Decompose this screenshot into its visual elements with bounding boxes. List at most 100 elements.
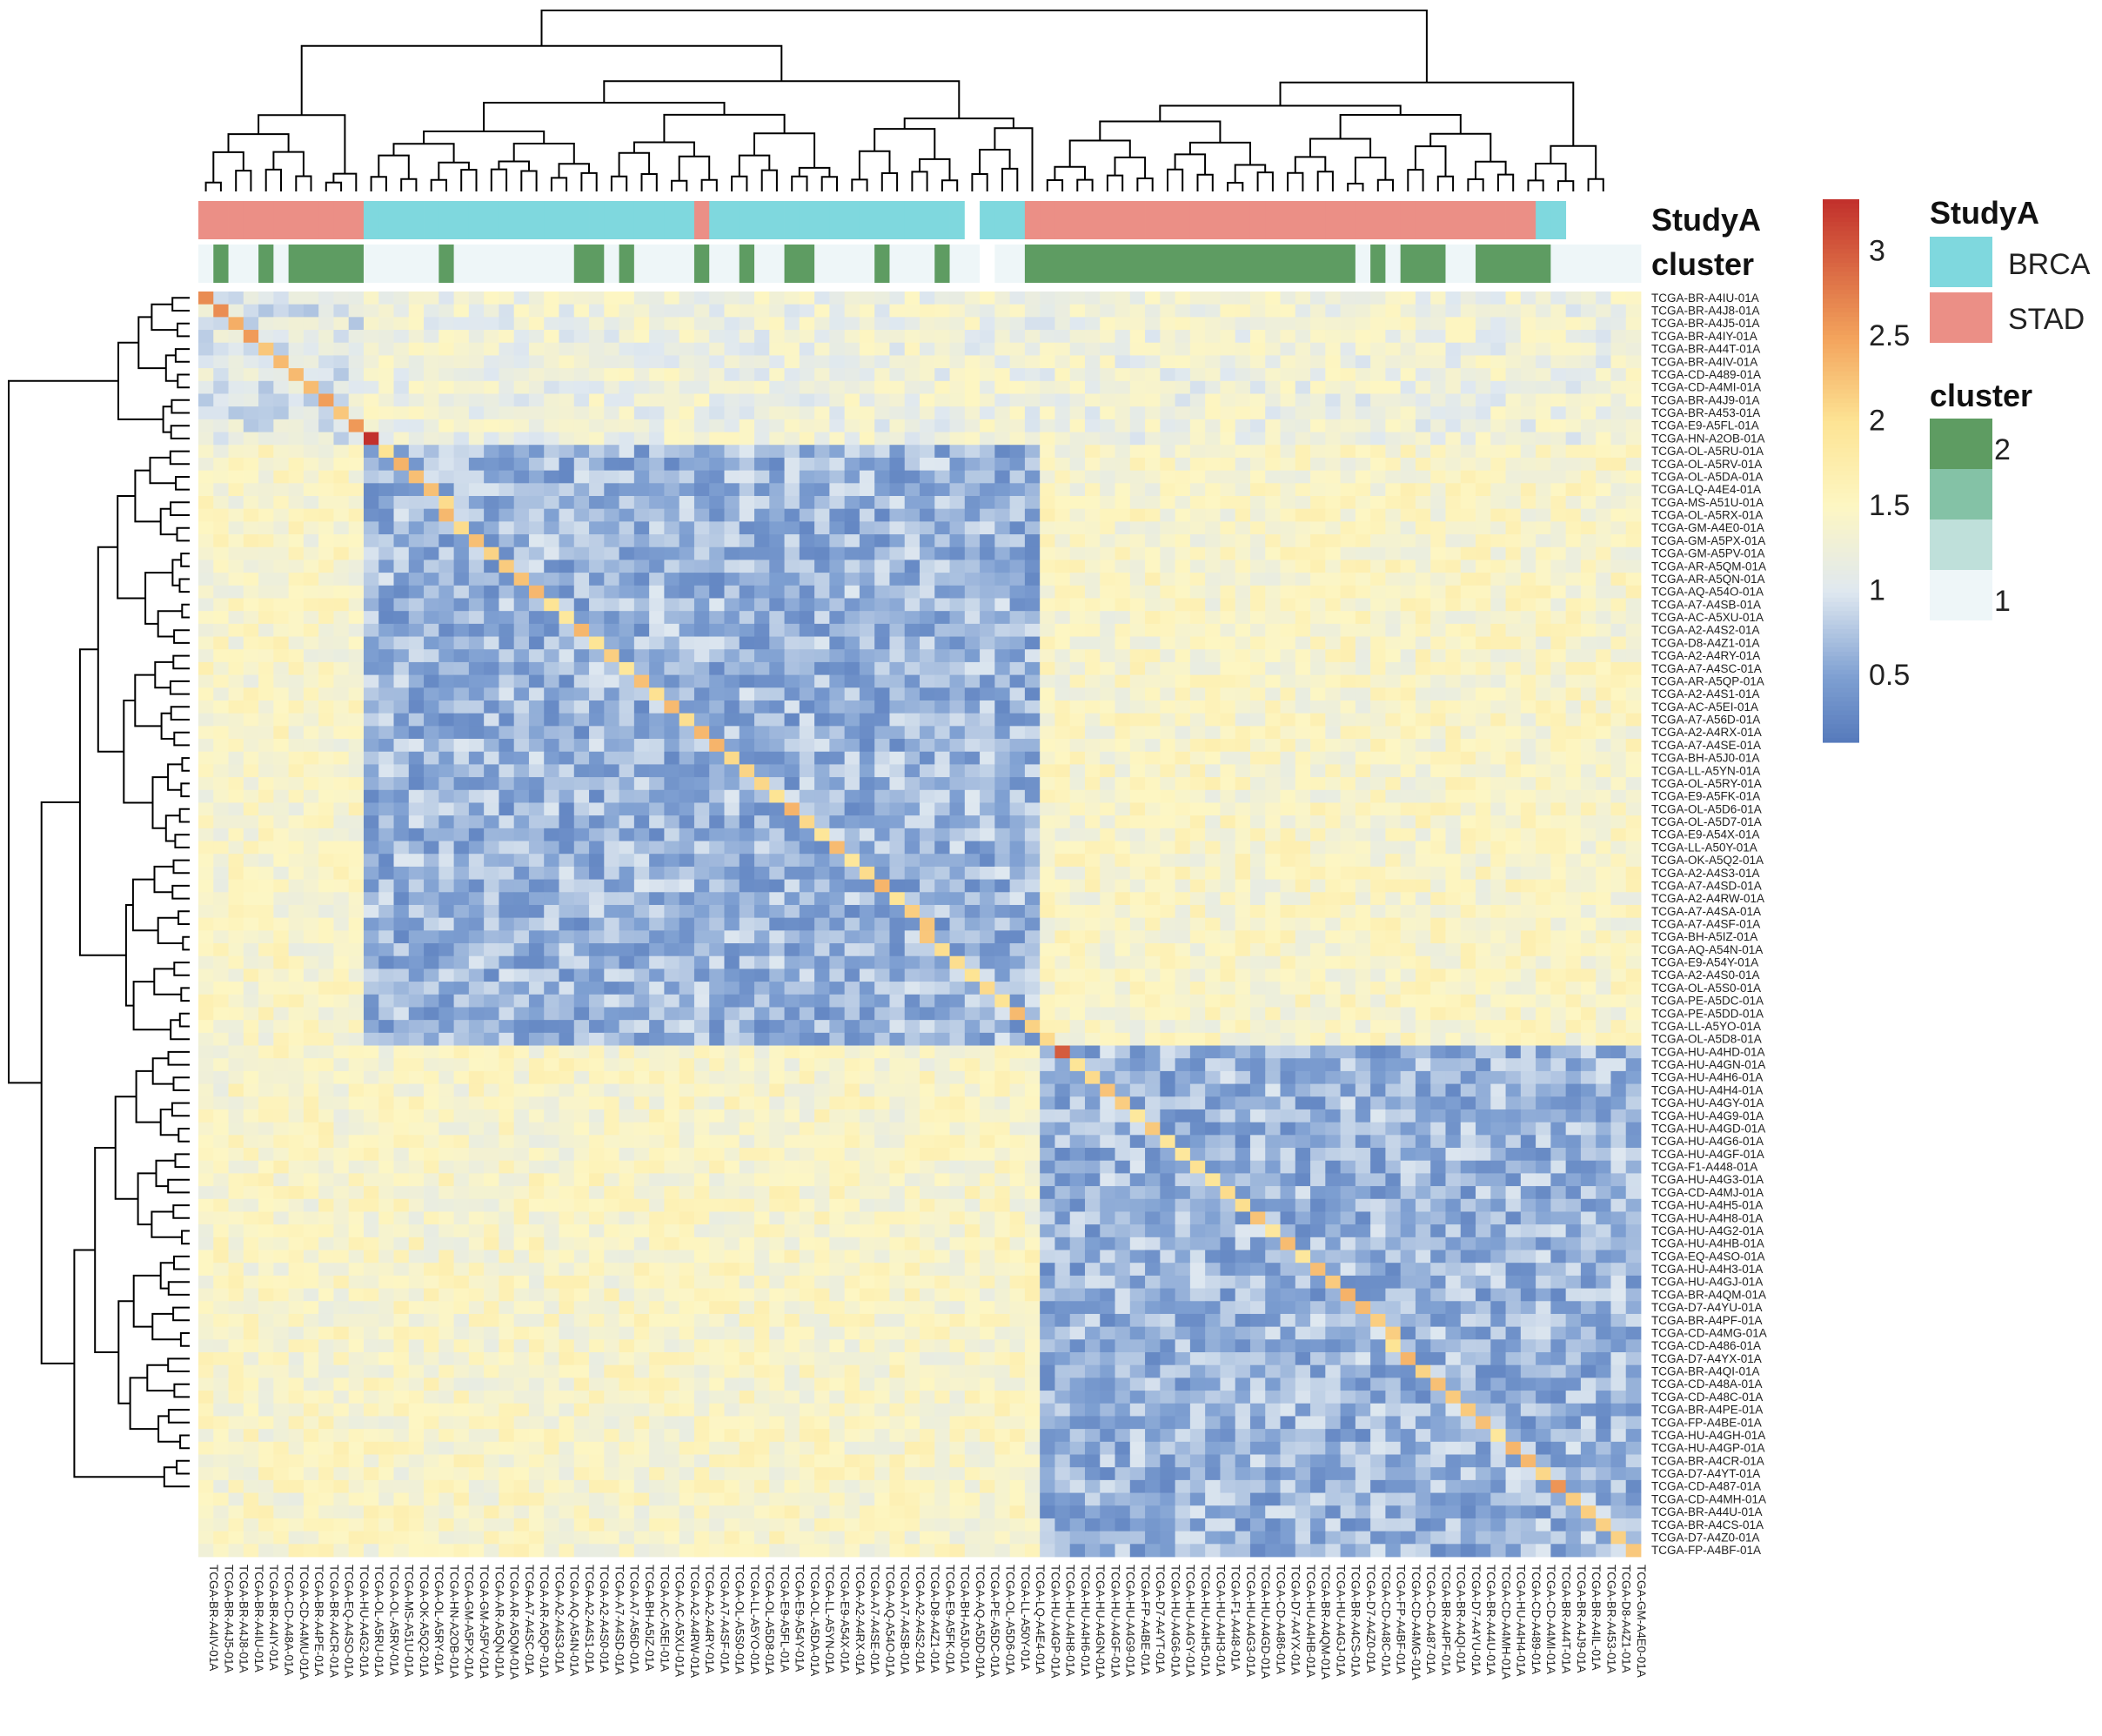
heatmap-cell [318, 879, 334, 893]
heatmap-cell [814, 560, 830, 573]
heatmap-cell [633, 649, 650, 663]
heatmap-cell [724, 802, 740, 816]
heatmap-cell [424, 521, 439, 535]
heatmap-cell [1385, 585, 1402, 599]
heatmap-cell [1235, 674, 1251, 688]
heatmap-cell [1175, 636, 1191, 650]
heatmap-cell [1220, 751, 1236, 765]
heatmap-cell [1235, 470, 1251, 484]
heatmap-cell [1115, 521, 1131, 535]
heatmap-cell [363, 585, 379, 599]
heatmap-cell [333, 611, 350, 625]
heatmap-cell [1550, 713, 1567, 727]
heatmap-cell [693, 546, 710, 560]
heatmap-cell [920, 495, 935, 510]
heatmap-cell [1249, 674, 1266, 688]
heatmap-cell [424, 854, 439, 868]
heatmap-cell [649, 700, 665, 714]
heatmap-cell [1249, 355, 1266, 369]
heatmap-cell [393, 879, 410, 893]
heatmap-cell [1565, 841, 1582, 855]
heatmap-cell [544, 815, 559, 829]
heatmap-cell [1536, 802, 1551, 816]
heatmap-cell [303, 445, 319, 459]
dendrogram-branch [423, 131, 546, 144]
heatmap-cell [499, 546, 515, 560]
heatmap-cell [1415, 355, 1431, 369]
heatmap-cell [1565, 470, 1582, 484]
heatmap-cell [1445, 292, 1462, 305]
heatmap-cell [1069, 585, 1086, 599]
heatmap-cell [1205, 546, 1221, 560]
dendrogram-branch [1407, 169, 1424, 191]
heatmap-cell [889, 317, 906, 331]
heatmap-cell [1009, 380, 1026, 394]
heatmap-cell [1580, 495, 1597, 510]
heatmap-cell [1235, 789, 1251, 803]
heatmap-cell [874, 764, 890, 778]
heatmap-cell [1249, 292, 1266, 305]
heatmap-cell [904, 483, 920, 497]
heatmap-cell [889, 304, 906, 318]
heatmap-cell [1115, 854, 1131, 868]
heatmap-cell [889, 598, 906, 612]
heatmap-cell [1370, 598, 1386, 612]
heatmap-cell [363, 330, 379, 344]
heatmap-cell [228, 611, 244, 625]
heatmap-cell [1580, 815, 1597, 829]
heatmap-cell [964, 546, 981, 560]
heatmap-cell [198, 393, 214, 407]
heatmap-cell [799, 726, 815, 740]
heatmap-cell [1625, 789, 1642, 803]
heatmap-cell [633, 777, 650, 791]
heatmap-cell [799, 879, 815, 893]
heatmap-cell [814, 495, 830, 510]
heatmap-cell [1084, 380, 1101, 394]
dendrogram-branch [1001, 167, 1019, 191]
heatmap-cell [844, 841, 860, 855]
heatmap-cell [1625, 751, 1642, 765]
heatmap-cell [1145, 841, 1161, 855]
heatmap-cell [1520, 726, 1536, 740]
studya-cell [619, 201, 635, 239]
heatmap-cell [1536, 292, 1551, 305]
heatmap-cell [378, 815, 394, 829]
heatmap-cell [1370, 342, 1386, 356]
heatmap-cell [1325, 560, 1341, 573]
heatmap-cell [709, 879, 725, 893]
heatmap-cell [513, 368, 530, 382]
heatmap-cell [1310, 534, 1326, 548]
heatmap-cell [258, 687, 274, 701]
heatmap-cell [1280, 598, 1296, 612]
heatmap-cell [528, 546, 545, 560]
heatmap-cell [874, 866, 890, 880]
heatmap-cell [424, 342, 439, 356]
heatmap-cell [1625, 393, 1642, 407]
heatmap-cell [604, 508, 619, 522]
heatmap-cell [994, 687, 1011, 701]
heatmap-cell [619, 508, 635, 522]
heatmap-cell [499, 674, 515, 688]
heatmap-cell [1565, 726, 1582, 740]
heatmap-cell [889, 661, 906, 676]
heatmap-cell [619, 317, 635, 331]
heatmap-cell [1129, 739, 1146, 753]
heatmap-cell [1280, 815, 1296, 829]
heatmap-cell [484, 611, 499, 625]
heatmap-cell [844, 789, 860, 803]
heatmap-cell [649, 483, 665, 497]
heatmap-cell [348, 854, 365, 868]
heatmap-cell [1069, 892, 1086, 906]
heatmap-cell [1100, 521, 1115, 535]
heatmap-cell [709, 368, 725, 382]
heatmap-cell [1024, 739, 1041, 753]
heatmap-cell [1205, 419, 1221, 432]
heatmap-cell [889, 777, 906, 791]
heatmap-cell [664, 317, 680, 331]
heatmap-cell [649, 304, 665, 318]
heatmap-cell [1189, 393, 1206, 407]
heatmap-cell [679, 866, 695, 880]
dendrogram-branch [167, 1178, 190, 1194]
heatmap-cell [874, 304, 890, 318]
heatmap-cell [964, 495, 981, 510]
